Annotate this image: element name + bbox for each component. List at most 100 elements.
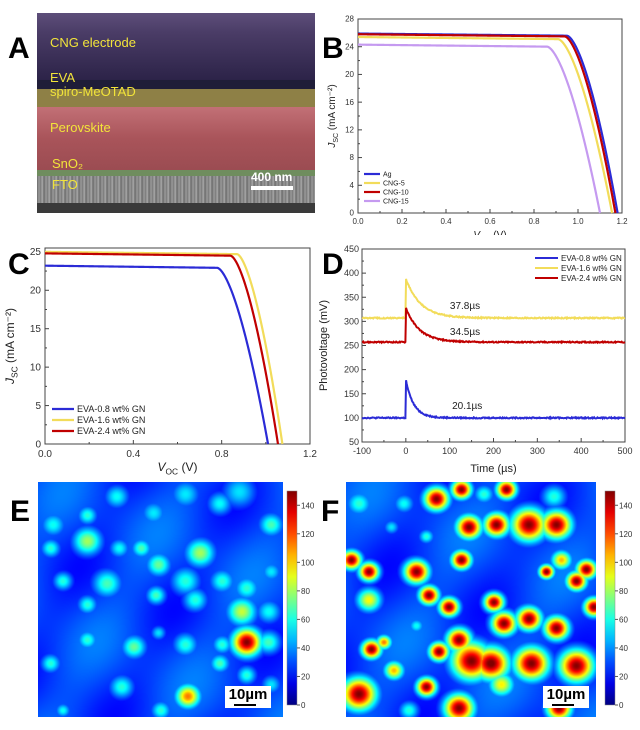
- colorbar-gradient: [286, 490, 298, 706]
- panel-letter-c: C: [8, 248, 30, 281]
- series-line-cng-5: [357, 35, 614, 214]
- decay-time-annotation: 34.5µs: [450, 327, 480, 338]
- label-fto: FTO: [52, 177, 78, 192]
- map-e-scale-bar: 10µm: [225, 686, 271, 708]
- x-tick-label: 1.2: [616, 217, 628, 226]
- y-tick-label: 0: [35, 439, 41, 450]
- y-tick-label: 350: [344, 292, 359, 302]
- legend-label: EVA-2.4 wt% GN: [77, 426, 145, 436]
- map-f-scale-bar: 10µm: [543, 686, 589, 708]
- y-tick-label: 50: [349, 437, 359, 447]
- y-tick-label: 12: [345, 126, 354, 135]
- series-line-eva-2-4-wt-gn: [361, 307, 626, 345]
- x-tick-label: 100: [442, 446, 457, 456]
- map-e-scale-label: 10µm: [228, 686, 268, 703]
- legend-label: EVA-1.6 wt% GN: [561, 264, 622, 273]
- y-tick-label: 20: [345, 70, 354, 79]
- series-line-eva-0-8-wt-gn: [44, 264, 270, 445]
- colorbar-tick-label: 140: [301, 501, 315, 510]
- label-eva: EVA: [50, 70, 76, 85]
- colorbar-tick-label: 60: [301, 615, 310, 624]
- series-line-cng-10: [357, 33, 617, 214]
- colorbar-tick-label: 100: [619, 558, 633, 567]
- colorbar-f: 0 20 40 60 80 100 120 140: [604, 490, 633, 710]
- y-tick-label: 20: [30, 286, 42, 297]
- colorbar-tick-label: 100: [301, 558, 315, 567]
- layer-cng-electrode: [37, 13, 315, 80]
- y-tick-label: 300: [344, 316, 359, 326]
- chart-c-jv-curves: 0.0 0.4 0.8 1.2 0 5 10 15 20 25 VOC (V) JSC (mA cm⁻…: [3, 247, 317, 476]
- series-line-eva-0-8-wt-gn: [361, 380, 626, 421]
- panel-letter-a: A: [8, 32, 30, 65]
- chart-d-photovoltage-decay: -100 0 100 200 300 400 500 50 100 150 200 250 300 350…: [318, 244, 633, 475]
- legend-label: EVA-0.8 wt% GN: [77, 404, 145, 414]
- y-tick-label: 100: [344, 413, 359, 423]
- y-tick-label: 0: [350, 209, 355, 218]
- x-tick-label: 500: [617, 446, 632, 456]
- colorbar-tick-label: 0: [301, 701, 306, 710]
- chart-b-jv-curves: 0.0 0.2 0.4 0.6 0.8 1.0 1.2 0 4 8 12 16 20 24 28 VOC (V…: [327, 15, 628, 235]
- colorbar-gradient: [604, 490, 616, 706]
- y-tick-label: 150: [344, 389, 359, 399]
- y-tick-label: 16: [345, 98, 354, 107]
- y-axis-label: JSC (mA cm⁻²): [327, 84, 340, 148]
- y-tick-label: 4: [350, 181, 355, 190]
- x-tick-label: 0.2: [396, 217, 408, 226]
- x-tick-label: -100: [353, 446, 371, 456]
- label-cng-electrode: CNG electrode: [50, 35, 136, 50]
- x-tick-label: 0.4: [440, 217, 452, 226]
- panel-letter-f: F: [321, 495, 340, 528]
- legend-label: CNG-10: [383, 189, 409, 196]
- map-f-heatmap: [346, 482, 596, 717]
- map-f-scale-label: 10µm: [546, 686, 586, 703]
- x-tick-label: 300: [530, 446, 545, 456]
- label-perovskite: Perovskite: [50, 120, 111, 135]
- legend-label: EVA-1.6 wt% GN: [77, 415, 145, 425]
- map-e-scale-line: [234, 704, 256, 706]
- y-tick-label: 25: [30, 247, 42, 258]
- x-tick-label: 400: [574, 446, 589, 456]
- scale-bar-label: 400 nm: [251, 170, 293, 184]
- x-axis-label: Time (µs): [470, 463, 516, 475]
- colorbar-tick-label: 40: [301, 644, 310, 653]
- colorbar-tick-label: 20: [619, 672, 628, 681]
- series-line-eva-2-4-wt-gn: [44, 252, 280, 445]
- scale-bar: [251, 186, 293, 190]
- series-line-cng-15: [358, 43, 602, 214]
- decay-time-annotation: 37.8µs: [450, 301, 480, 312]
- y-tick-label: 28: [345, 15, 354, 24]
- layer-spiro-meotad: [37, 89, 315, 107]
- y-tick-label: 8: [350, 153, 355, 162]
- y-tick-label: 250: [344, 341, 359, 351]
- panel-letter-d: D: [322, 248, 344, 281]
- y-tick-label: 15: [30, 324, 42, 335]
- series-line-eva-1-6-wt-gn: [44, 250, 284, 445]
- colorbar-tick-label: 120: [301, 530, 315, 539]
- y-tick-label: 10: [30, 362, 42, 373]
- colorbar-tick-label: 60: [619, 615, 628, 624]
- legend-label: EVA-0.8 wt% GN: [561, 254, 622, 263]
- legend-label: Ag: [383, 171, 392, 178]
- x-tick-label: 0.4: [126, 449, 140, 460]
- layer-sno2: [37, 170, 315, 176]
- y-tick-label: 24: [345, 42, 354, 51]
- y-axis-label: JSC (mA cm⁻²): [3, 308, 20, 385]
- layer-eva: [37, 80, 315, 89]
- x-tick-label: 0.0: [352, 217, 364, 226]
- y-axis-label: Photovoltage (mV): [318, 300, 330, 391]
- x-tick-label: 0: [403, 446, 408, 456]
- label-sno2: SnO₂: [52, 156, 84, 171]
- colorbar-tick-label: 120: [619, 530, 633, 539]
- panel-letter-b: B: [322, 32, 344, 65]
- y-tick-label: 200: [344, 365, 359, 375]
- x-tick-label: 1.0: [572, 217, 584, 226]
- legend-label: CNG-15: [383, 198, 409, 205]
- colorbar-tick-label: 0: [619, 701, 624, 710]
- x-tick-label: 0.6: [484, 217, 496, 226]
- y-tick-label: 5: [35, 401, 41, 412]
- colorbar-tick-label: 140: [619, 501, 633, 510]
- x-tick-label: 0.0: [38, 449, 52, 460]
- colorbar-tick-label: 20: [301, 672, 310, 681]
- colorbar-tick-label: 80: [301, 587, 310, 596]
- decay-time-annotation: 20.1µs: [452, 401, 482, 412]
